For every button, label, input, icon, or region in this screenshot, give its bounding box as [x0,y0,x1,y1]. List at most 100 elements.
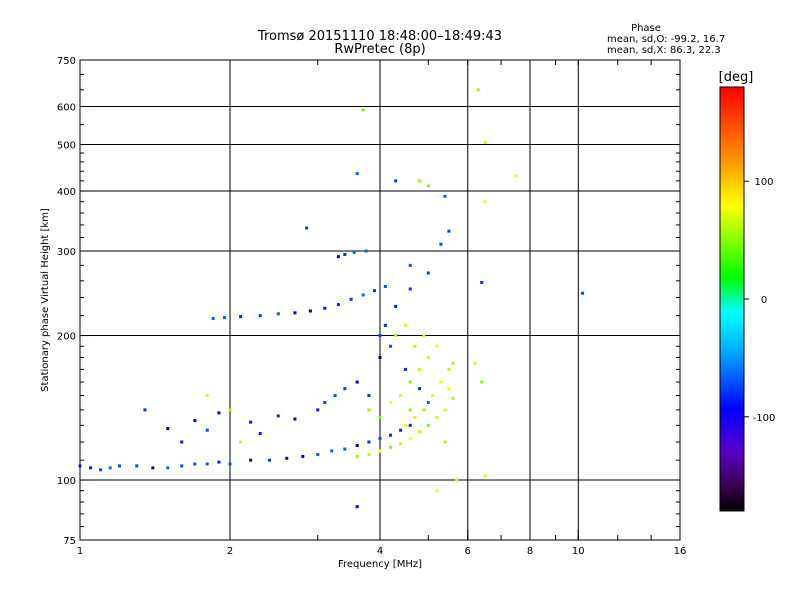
x-mode-point [435,489,439,493]
x-mode-point [431,394,435,398]
o-mode-point [330,449,334,453]
colorbar: 100 0 -100 [719,86,776,512]
x-mode-point [451,361,455,365]
x-mode-point [422,408,426,412]
o-mode-point [394,179,398,183]
y-tick-label: 400 [57,187,76,198]
o-mode-point [166,427,170,431]
x-mode-point [399,394,403,398]
x-mode-point [389,445,393,449]
colorbar-label: [deg] [719,70,754,85]
x-mode-point [514,174,518,178]
o-mode-point [267,458,271,462]
x-mode-point [435,415,439,419]
o-mode-point [249,458,253,462]
o-mode-point [355,380,359,384]
o-mode-point [135,464,139,468]
o-mode-point [443,194,447,198]
x-mode-point [408,380,412,384]
o-mode-point [316,453,320,457]
x-mode-point [480,380,484,384]
x-mode-point [417,367,421,371]
x-mode-point [367,408,371,412]
x-mode-point [483,474,487,478]
o-mode-point [239,315,243,319]
o-mode-point [293,311,297,315]
axes: 1 2 4 6 8 10 16 75 100 200 300 400 500 600 750 [57,56,686,557]
o-mode-point [305,226,309,230]
y-tick-label: 500 [57,141,76,152]
o-mode-point [180,464,184,468]
y-tick-label: 100 [57,476,76,487]
o-mode-point [383,323,387,327]
chart-title-line1: Tromsø 20151110 18:48:00–18:49:43 [257,29,502,44]
x-mode-point [451,396,455,400]
x-mode-point [443,440,447,444]
o-mode-point [355,505,359,509]
o-mode-point [193,462,197,466]
x-mode-point [399,442,403,446]
x-mode-point [439,380,443,384]
x-mode-point [378,449,382,453]
data-points [78,88,585,509]
y-tick-label: 75 [63,536,76,547]
o-mode-point [301,454,305,458]
o-mode-point [343,447,347,451]
colorbar-tick-label: -100 [753,413,776,424]
x-mode-point [394,334,398,338]
o-mode-point [323,306,327,310]
x-mode-point [435,344,439,348]
o-mode-point [333,394,337,398]
x-axis-label: Frequency [MHz] [338,559,422,570]
o-mode-point [394,304,398,308]
x-tick-label: 1 [77,546,83,557]
y-tick-label: 600 [57,103,76,114]
o-mode-point [258,314,262,318]
phase-stats-header: Phase [631,23,661,34]
o-mode-point [373,289,377,293]
o-mode-point [378,355,382,359]
o-mode-point [408,423,412,427]
x-tick-label: 8 [527,546,533,557]
o-mode-point [336,303,340,307]
phase-stats-x: mean, sd,X: 86.3, 22.3 [607,45,721,56]
o-mode-point [403,367,407,371]
o-mode-point [217,411,221,415]
x-mode-point [426,355,430,359]
o-mode-point [378,334,382,338]
o-mode-point [447,229,451,233]
x-tick-label: 6 [465,546,471,557]
colorbar-tick-label: 0 [761,295,767,306]
x-mode-point [228,408,232,412]
o-mode-point [426,401,430,405]
o-mode-point [217,460,221,464]
x-mode-point [473,361,477,365]
x-mode-point [413,344,417,348]
o-mode-point [166,466,170,470]
x-mode-point [408,437,412,441]
o-mode-point [205,428,209,432]
chart-title-line2: RwPretec (8p) [334,42,425,57]
o-mode-point [293,417,297,421]
o-mode-point [323,401,327,405]
x-mode-point [417,179,421,183]
x-mode-point [205,394,209,398]
o-mode-point [417,387,421,391]
x-mode-point [389,401,393,405]
o-mode-point [364,249,368,253]
o-mode-point [99,468,103,472]
phase-stats-o: mean, sd,O: -99.2, 16.7 [607,34,725,45]
o-mode-point [205,462,209,466]
o-mode-point [367,440,371,444]
x-tick-label: 10 [572,546,585,557]
y-tick-label: 200 [57,332,76,343]
o-mode-point [89,466,93,470]
o-mode-point [258,432,262,436]
o-mode-point [352,250,356,254]
x-mode-point [239,440,243,444]
o-mode-point [276,414,280,418]
x-mode-point [447,387,451,391]
o-mode-point [355,444,359,448]
x-mode-point [355,454,359,458]
o-mode-point [151,466,155,470]
